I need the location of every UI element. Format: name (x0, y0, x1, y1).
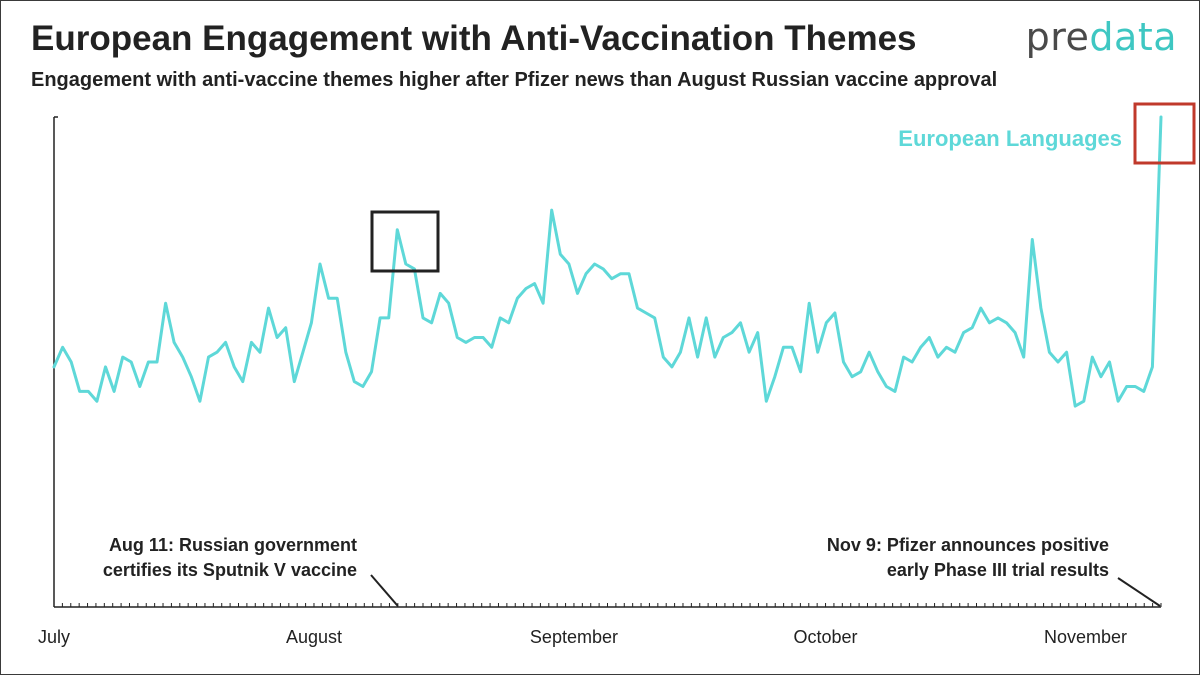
x-tick-september: September (530, 627, 618, 647)
chart-title: European Engagement with Anti-Vaccinatio… (31, 19, 917, 58)
annotation-aug-11-line1: Aug 11: Russian government (109, 535, 357, 555)
legend-european-languages: European Languages (898, 126, 1122, 151)
logo-text-pre: pre (1025, 15, 1090, 59)
annotation-aug-11-leader (370, 574, 399, 607)
annotation-nov-9-line1: Nov 9: Pfizer announces positive (827, 535, 1109, 555)
chart-subtitle: Engagement with anti-vaccine themes high… (31, 69, 998, 91)
x-tick-august: August (286, 627, 342, 647)
highlight-box-aug-peak (370, 210, 440, 273)
x-tick-july: July (38, 627, 70, 647)
annotation-nov-9-line2: early Phase III trial results (887, 560, 1109, 580)
x-tick-october: October (794, 627, 858, 647)
highlight-box-nov-peak (1133, 102, 1196, 165)
x-tick-labels: July August September October November (38, 627, 1127, 647)
annotation-aug-11-line2: certifies its Sputnik V vaccine (103, 560, 357, 580)
logo-text-data: data (1089, 15, 1177, 59)
series-line-european-languages (52, 115, 1163, 408)
annotation-aug-11: Aug 11: Russian government certifies its… (103, 535, 399, 607)
x-tick-november: November (1044, 627, 1127, 647)
annotation-nov-9: Nov 9: Pfizer announces positive early P… (827, 535, 1161, 607)
annotation-nov-9-leader (1117, 577, 1161, 607)
x-axis-minor-ticks (53, 603, 1162, 607)
predata-logo: predata (1026, 15, 1177, 59)
